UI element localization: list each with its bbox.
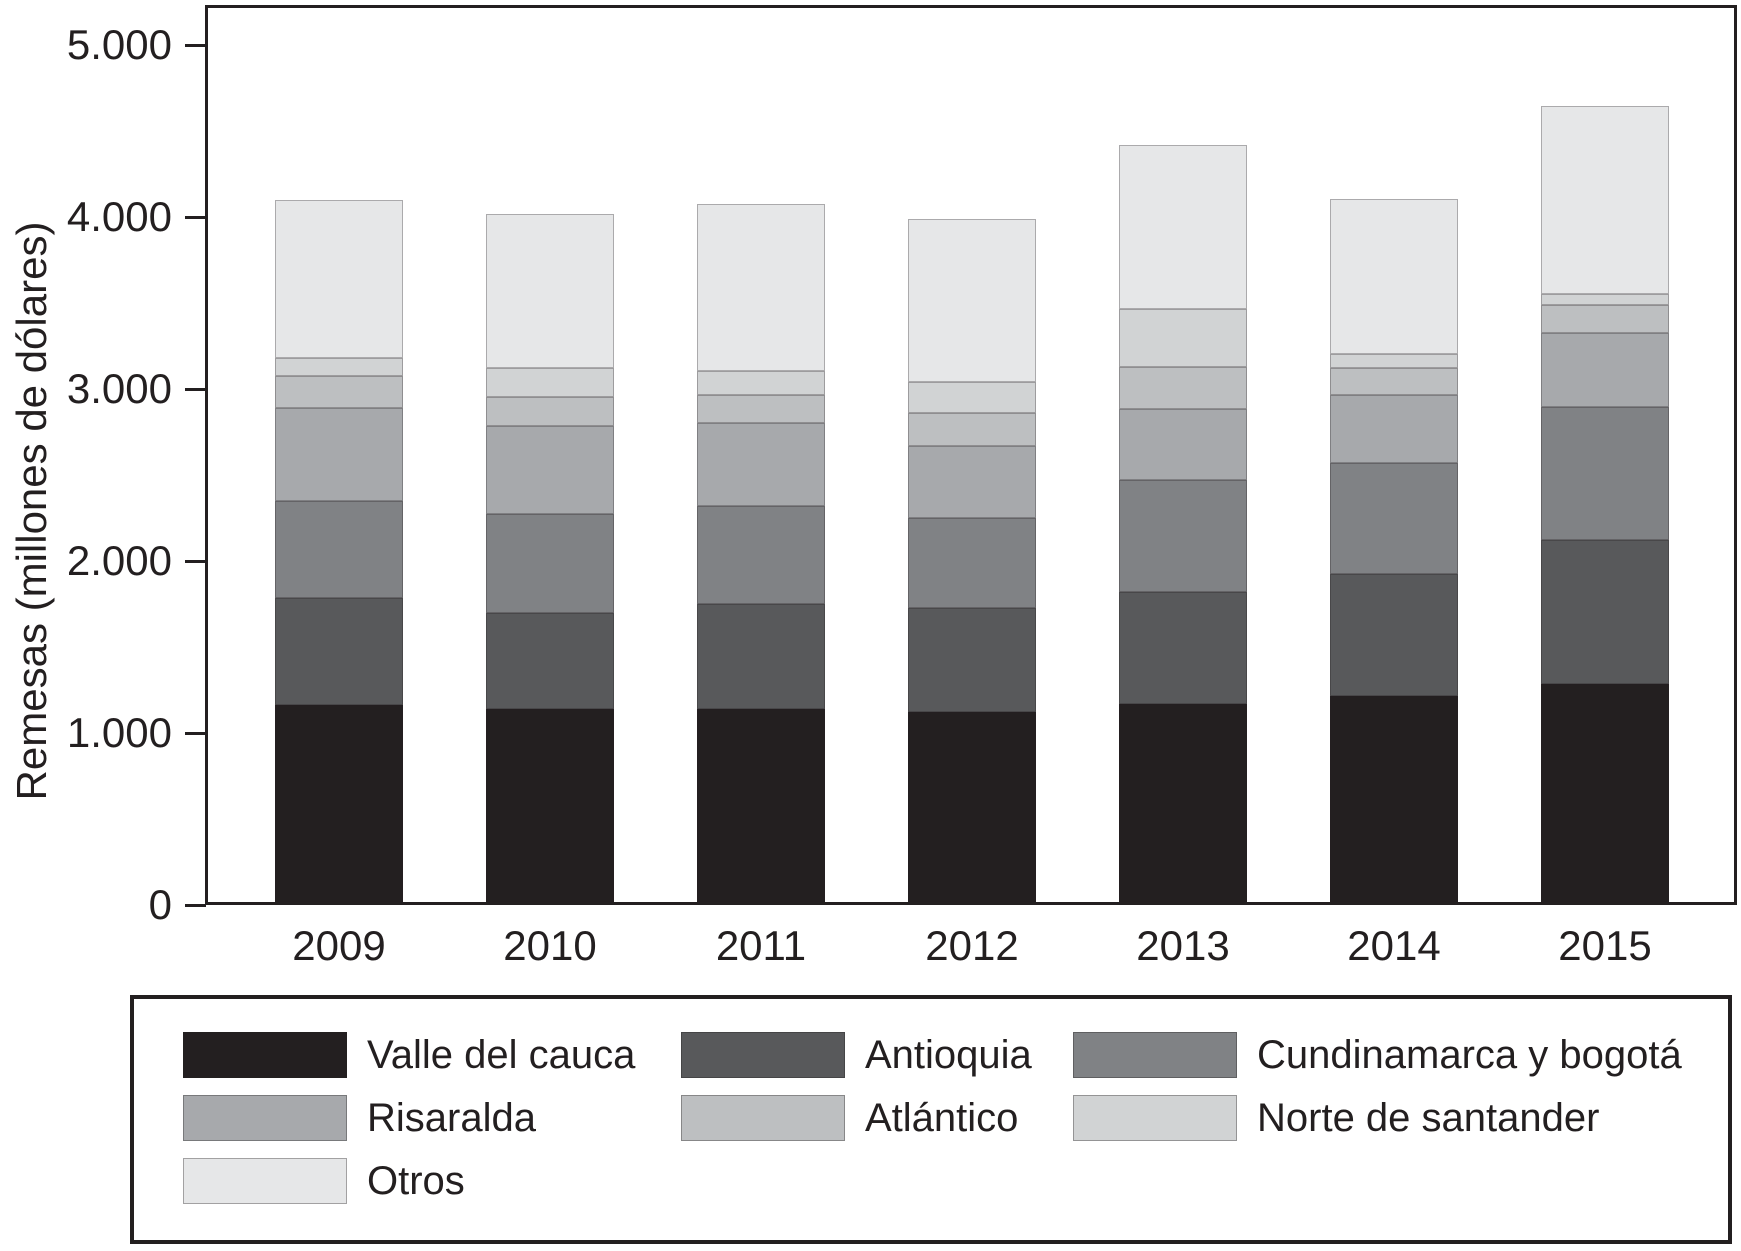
legend-swatch [681,1032,845,1078]
legend: Valle del cauca Antioquia Cundinamarca y b… [130,995,1732,1244]
bar-group-2013 [1119,145,1247,902]
bar-segment [908,219,1036,382]
bar-segment [275,357,403,376]
bar-segment [1541,294,1669,306]
bar-segment [908,518,1036,608]
bar-segment [275,597,403,706]
legend-label: Valle del cauca [367,1033,636,1077]
y-tick-mark [185,731,206,735]
bar-segment [1119,409,1247,480]
bar-segment [697,394,825,424]
legend-label: Atlántico [865,1096,1019,1140]
bar-segment [697,505,825,605]
bar-segment [275,375,403,409]
legend-label: Otros [367,1159,465,1203]
legend-label: Norte de santander [1257,1096,1600,1140]
bar-segment [486,514,614,614]
y-tick-label: 0 [148,881,172,928]
x-tick-label: 2010 [503,922,597,969]
bar-segment [1119,479,1247,592]
bar-segment [1119,145,1247,309]
bar-segment [486,397,614,427]
bar-group-2012 [908,219,1036,902]
bar-segment [486,708,614,902]
legend-label: Risaralda [367,1096,536,1140]
bar-segment [1119,591,1247,705]
bar-group-2014 [1330,198,1458,902]
bar-segment [486,214,614,368]
bar-group-2009 [275,200,403,902]
bar-segment [908,446,1036,519]
x-tick-label: 2012 [925,922,1019,969]
legend-swatch [183,1095,347,1141]
bar-segment [1330,463,1458,574]
bar-segment [1541,332,1669,407]
x-tick-label: 2011 [715,922,807,969]
legend-swatch [681,1095,845,1141]
y-tick-mark [185,903,206,907]
bar-segment [697,203,825,372]
bar-segment [908,412,1036,447]
legend-label: Antioquia [865,1033,1032,1077]
bar-segment [275,408,403,502]
legend-swatch [1073,1032,1237,1078]
legend-swatch [1073,1095,1237,1141]
bar-segment [1541,406,1669,540]
y-tick-mark [185,559,206,563]
bar-group-2010 [486,214,614,902]
y-tick-label: 1.000 [66,709,172,756]
bar-segment [1119,308,1247,368]
bar-segment [908,607,1036,712]
legend-swatch [183,1158,347,1204]
bar-segment [275,501,403,598]
y-tick-mark [185,387,206,391]
bar-segment [1119,704,1247,902]
legend-swatch [183,1032,347,1078]
y-tick-label: 4.000 [66,193,172,240]
bar-segment [1541,539,1669,685]
bar-segment [697,371,825,395]
y-tick-label: 3.000 [66,365,172,412]
bar-segment [486,367,614,398]
bar-segment [1330,354,1458,368]
bar-segment [1330,395,1458,464]
y-tick-mark [185,215,206,219]
bar-segment [486,613,614,709]
bar-segment [1541,105,1669,295]
bar-segment [1119,367,1247,410]
bar-segment [908,381,1036,413]
y-tick-label: 2.000 [66,537,172,584]
bar-segment [1541,684,1669,902]
x-tick-label: 2014 [1347,922,1441,969]
bar-segment [1330,367,1458,396]
bar-segment [908,711,1036,902]
bar-segment [486,426,614,515]
legend-label: Cundinamarca y bogotá [1257,1033,1682,1077]
y-tick-mark [185,43,206,47]
bar-segment [697,604,825,709]
x-tick-label: 2013 [1136,922,1230,969]
y-tick-label: 5.000 [66,21,172,68]
bar-segment [1330,198,1458,355]
plot-area [205,5,1737,905]
bar-segment [1330,573,1458,697]
x-tick-label: 2009 [292,922,386,969]
bar-segment [697,708,825,902]
bar-segment [275,705,403,902]
bar-group-2011 [697,203,825,902]
bar-segment [1330,696,1458,902]
bar-group-2015 [1541,105,1669,902]
x-tick-label: 2015 [1558,922,1652,969]
bar-segment [1541,305,1669,333]
bar-segment [697,423,825,506]
bar-segment [275,200,403,358]
